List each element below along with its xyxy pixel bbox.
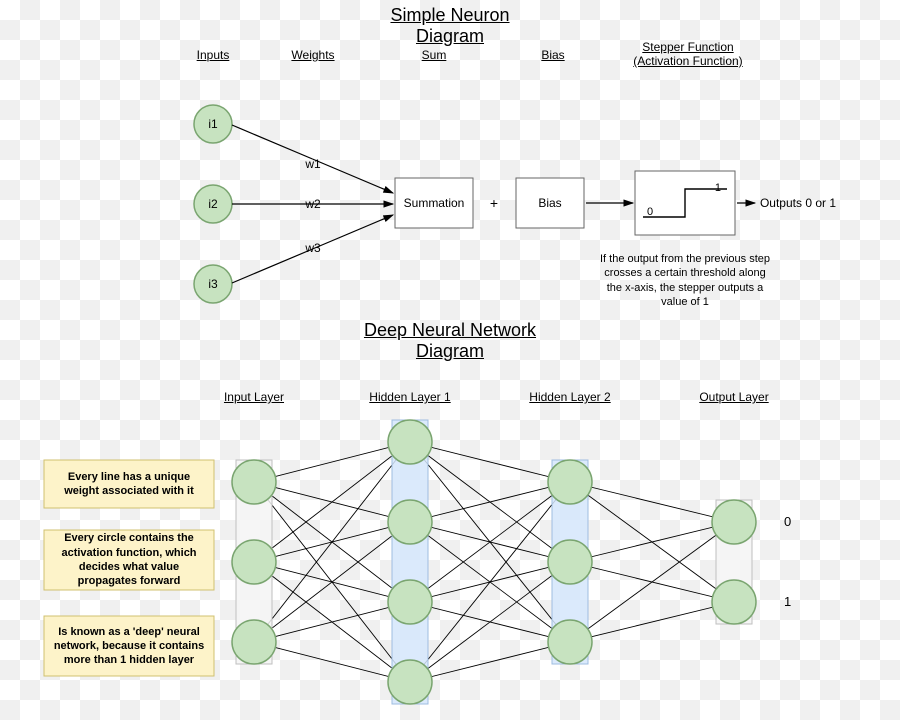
dnn-header: Output Layer (654, 390, 814, 404)
sticky-note-text: Every circle contains the activation fun… (44, 530, 214, 590)
dnn-header: Hidden Layer 2 (490, 390, 650, 404)
stepper-description: If the output from the previous stepcros… (575, 252, 795, 309)
sticky-note-text: Is known as a 'deep' neural network, bec… (44, 616, 214, 676)
neuron-title: Simple NeuronDiagram (300, 5, 600, 47)
sticky-note-text: Every line has a unique weight associate… (44, 460, 214, 508)
dnn-header: Input Layer (174, 390, 334, 404)
dnn-header: Hidden Layer 1 (330, 390, 490, 404)
neuron-header: Stepper Function(Activation Function) (608, 40, 768, 68)
dnn-title: Deep Neural NetworkDiagram (300, 320, 600, 362)
